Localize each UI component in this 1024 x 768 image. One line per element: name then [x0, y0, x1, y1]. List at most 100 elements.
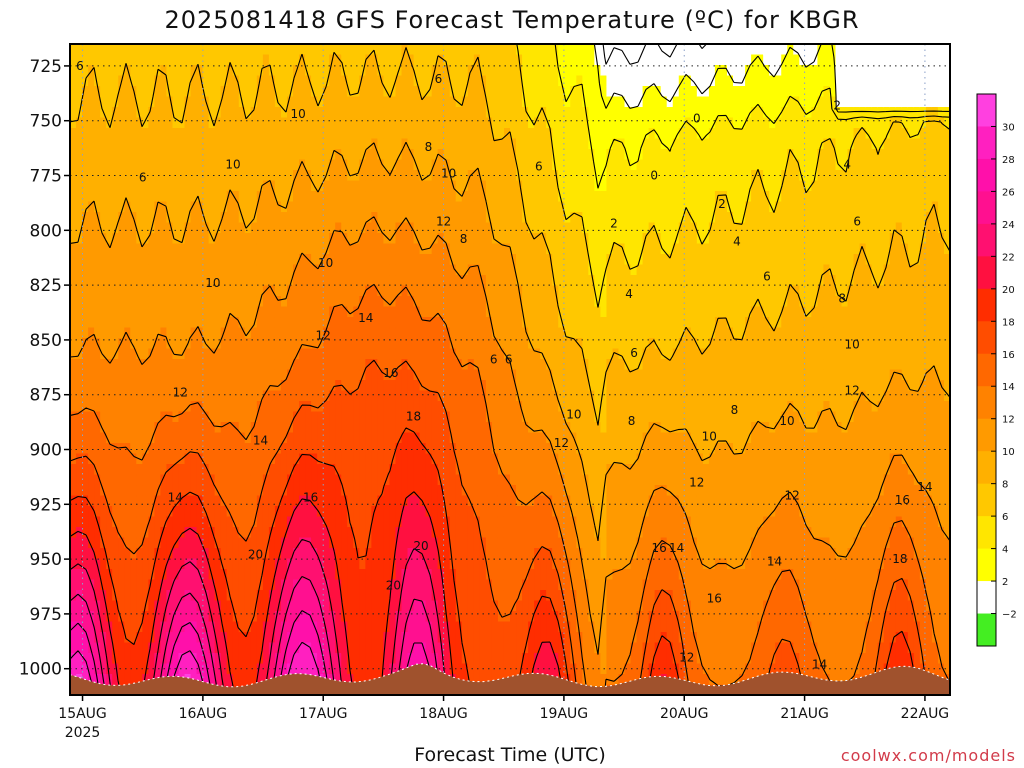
temperature-cell [196, 642, 204, 654]
temperature-cell [178, 254, 186, 266]
temperature-cell [461, 264, 469, 276]
temperature-cell [335, 264, 342, 276]
temperature-cell [166, 600, 174, 612]
temperature-cell [208, 201, 216, 213]
temperature-cell [202, 485, 210, 497]
temperature-cell [365, 212, 372, 224]
temperature-cell [413, 380, 421, 392]
temperature-cell [516, 180, 523, 192]
temperature-cell [389, 338, 397, 350]
temperature-cell [142, 632, 149, 644]
temperature-cell [208, 285, 216, 297]
temperature-cell [208, 411, 216, 423]
temperature-cell [70, 317, 77, 329]
temperature-cell [88, 149, 95, 161]
temperature-cell [262, 422, 270, 434]
temperature-cell [232, 464, 240, 476]
temperature-cell [467, 674, 475, 686]
temperature-cell [184, 621, 192, 633]
temperature-cell [497, 86, 505, 98]
temperature-cell [347, 306, 354, 318]
temperature-cell [353, 212, 360, 224]
temperature-cell [82, 54, 89, 66]
temperature-cell [178, 138, 186, 150]
temperature-cell [94, 117, 101, 129]
temperature-cell [268, 75, 276, 87]
temperature-cell [166, 86, 174, 98]
temperature-cell [250, 464, 258, 476]
temperature-cell [274, 579, 282, 591]
temperature-cell [377, 621, 385, 633]
temperature-cell [220, 632, 228, 644]
temperature-cell [449, 338, 457, 350]
temperature-cell [274, 201, 282, 213]
temperature-cell [311, 474, 318, 486]
temperature-cell [497, 642, 505, 654]
temperature-cell [407, 380, 415, 392]
temperature-cell [341, 443, 348, 455]
temperature-cell [136, 548, 143, 560]
temperature-cell [419, 474, 427, 486]
temperature-cell [329, 191, 336, 203]
temperature-cell [467, 254, 475, 266]
temperature-cell [473, 117, 481, 129]
temperature-cell [419, 485, 427, 497]
temperature-cell [449, 44, 457, 56]
temperature-cell [262, 117, 270, 129]
temperature-cell [473, 411, 481, 423]
temperature-cell [256, 285, 264, 297]
temperature-cell [70, 663, 77, 675]
temperature-cell [377, 107, 385, 119]
temperature-cell [317, 632, 324, 644]
temperature-cell [395, 180, 403, 192]
temperature-cell [323, 201, 330, 213]
temperature-cell [473, 65, 481, 77]
temperature-cell [238, 327, 246, 339]
temperature-cell [196, 159, 204, 171]
temperature-cell [130, 485, 137, 497]
temperature-cell [413, 590, 421, 602]
temperature-cell [329, 653, 336, 665]
temperature-cell [353, 537, 360, 549]
temperature-cell [443, 317, 451, 329]
temperature-cell [510, 443, 517, 455]
temperature-cell [329, 233, 336, 245]
temperature-cell [425, 96, 433, 108]
temperature-cell [317, 579, 324, 591]
temperature-cell [250, 674, 258, 686]
temperature-cell [461, 243, 469, 255]
temperature-cell [389, 54, 397, 66]
temperature-cell [455, 485, 463, 497]
temperature-cell [455, 548, 463, 560]
temperature-cell [142, 516, 149, 528]
temperature-cell [178, 96, 186, 108]
temperature-cell [467, 569, 475, 581]
temperature-cell [503, 54, 511, 66]
temperature-cell [148, 159, 155, 171]
temperature-cell [323, 275, 330, 287]
temperature-cell [136, 264, 143, 276]
temperature-cell [383, 128, 391, 140]
temperature-cell [286, 443, 294, 455]
temperature-cell [473, 611, 481, 623]
temperature-cell [136, 432, 143, 444]
temperature-cell [455, 75, 463, 87]
temperature-cell [190, 632, 198, 644]
temperature-cell [256, 642, 264, 654]
temperature-cell [522, 107, 529, 119]
temperature-cell [467, 264, 475, 276]
temperature-cell [256, 495, 264, 507]
temperature-cell [124, 254, 131, 266]
temperature-cell [106, 369, 113, 381]
temperature-cell [184, 275, 192, 287]
temperature-cell [208, 590, 216, 602]
temperature-cell [341, 275, 348, 287]
temperature-cell [540, 369, 547, 381]
temperature-cell [437, 75, 445, 87]
temperature-cell [371, 107, 378, 119]
temperature-cell [347, 569, 354, 581]
temperature-cell [335, 453, 342, 465]
temperature-cell [528, 380, 535, 392]
temperature-cell [244, 338, 252, 350]
temperature-cell [118, 537, 125, 549]
